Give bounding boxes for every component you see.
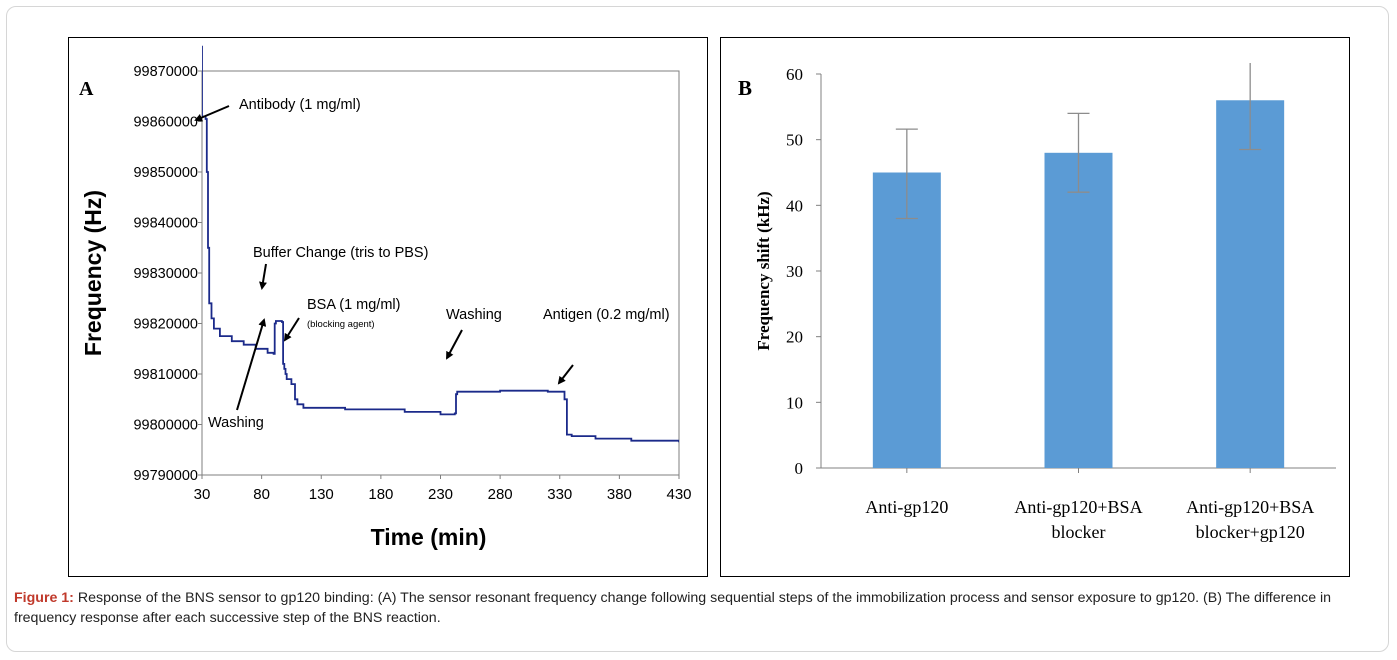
error-bar [895, 128, 918, 220]
x-tick-label: 30 [194, 486, 211, 503]
y-tick-label: 0 [795, 459, 804, 478]
y-tick-label: 99820000 [133, 317, 198, 333]
x-tick-label: 330 [547, 486, 572, 503]
y-tick-label: 99870000 [133, 64, 198, 80]
arrow-washing-1 [236, 318, 267, 411]
panel-label-b: B [738, 76, 752, 100]
x-tick-label: 130 [309, 486, 334, 503]
category-label: Anti-gp120+BSA [1014, 497, 1142, 517]
y-tick-label: 30 [786, 262, 803, 281]
category-label: blocker+gp120 [1196, 522, 1305, 542]
annotation-buffer-change: Buffer Change (tris to PBS) [253, 245, 428, 261]
figure-caption: Figure 1: Response of the BNS sensor to … [14, 588, 1384, 628]
y-tick-label: 99860000 [133, 115, 198, 131]
bar [872, 172, 941, 468]
error-bar [1067, 112, 1090, 193]
y-tick-label: 99800000 [133, 418, 198, 434]
annotation-washing-1: Washing [208, 415, 264, 431]
frequency-series-line [202, 45, 679, 443]
x-axis-label: Time (min) [371, 524, 487, 550]
chart-panel-b: B 0 10 20 30 40 50 60 Frequency shift (kHz) Anti-… [720, 37, 1350, 577]
x-tick-label: 430 [666, 486, 691, 503]
y-tick-label: 99790000 [133, 468, 198, 484]
category-label: blocker [1052, 522, 1106, 542]
y-tick-label: 99850000 [133, 165, 198, 181]
x-tick-label: 280 [488, 486, 513, 503]
caption-label: Figure 1: [14, 590, 74, 606]
x-tick-label: 180 [368, 486, 393, 503]
y-tick-label: 10 [786, 393, 803, 412]
x-tick-label: 230 [428, 486, 453, 503]
arrow-buffer-change [259, 263, 267, 290]
y-tick-label: 99810000 [133, 367, 198, 383]
y-axis-label: Frequency (Hz) [80, 190, 106, 356]
arrow-washing-2 [446, 329, 463, 360]
annotation-antibody: Antibody (1 mg/ml) [239, 97, 361, 113]
annotation-washing-2: Washing [446, 307, 502, 323]
chart-panel-a: A 99790000 99800000 99810000 99820000 9983000… [68, 37, 708, 577]
bar [1044, 152, 1113, 469]
panel-label-a: A [79, 78, 94, 100]
bar [1216, 100, 1285, 468]
y-tick-label: 60 [786, 65, 803, 84]
category-label: Anti-gp120 [865, 497, 948, 517]
arrow-antigen [557, 364, 574, 385]
y-tick-label: 20 [786, 328, 803, 347]
annotation-bsa: BSA (1 mg/ml) [307, 297, 400, 313]
frequency-shift-bar-chart: B 0 10 20 30 40 50 60 Frequency shift (kHz) Anti-… [738, 63, 1336, 542]
x-tick-label: 380 [607, 486, 632, 503]
y-axis-label: Frequency shift (kHz) [754, 191, 773, 350]
y-tick-label: 50 [786, 131, 803, 150]
arrow-bsa [283, 317, 300, 342]
caption-text: Response of the BNS sensor to gp120 bind… [14, 590, 1332, 626]
x-tick-label: 80 [253, 486, 270, 503]
arrow-antibody [194, 105, 230, 122]
error-bar [1239, 63, 1262, 151]
y-tick-label: 40 [786, 196, 803, 215]
category-label: Anti-gp120+BSA [1186, 497, 1314, 517]
frequency-time-chart: A 99790000 99800000 99810000 99820000 9983000… [79, 45, 692, 550]
y-tick-label: 99830000 [133, 266, 198, 282]
y-tick-label: 99840000 [133, 216, 198, 232]
annotation-blocking-agent: (blocking agent) [307, 319, 375, 330]
annotation-antigen: Antigen (0.2 mg/ml) [543, 307, 670, 323]
